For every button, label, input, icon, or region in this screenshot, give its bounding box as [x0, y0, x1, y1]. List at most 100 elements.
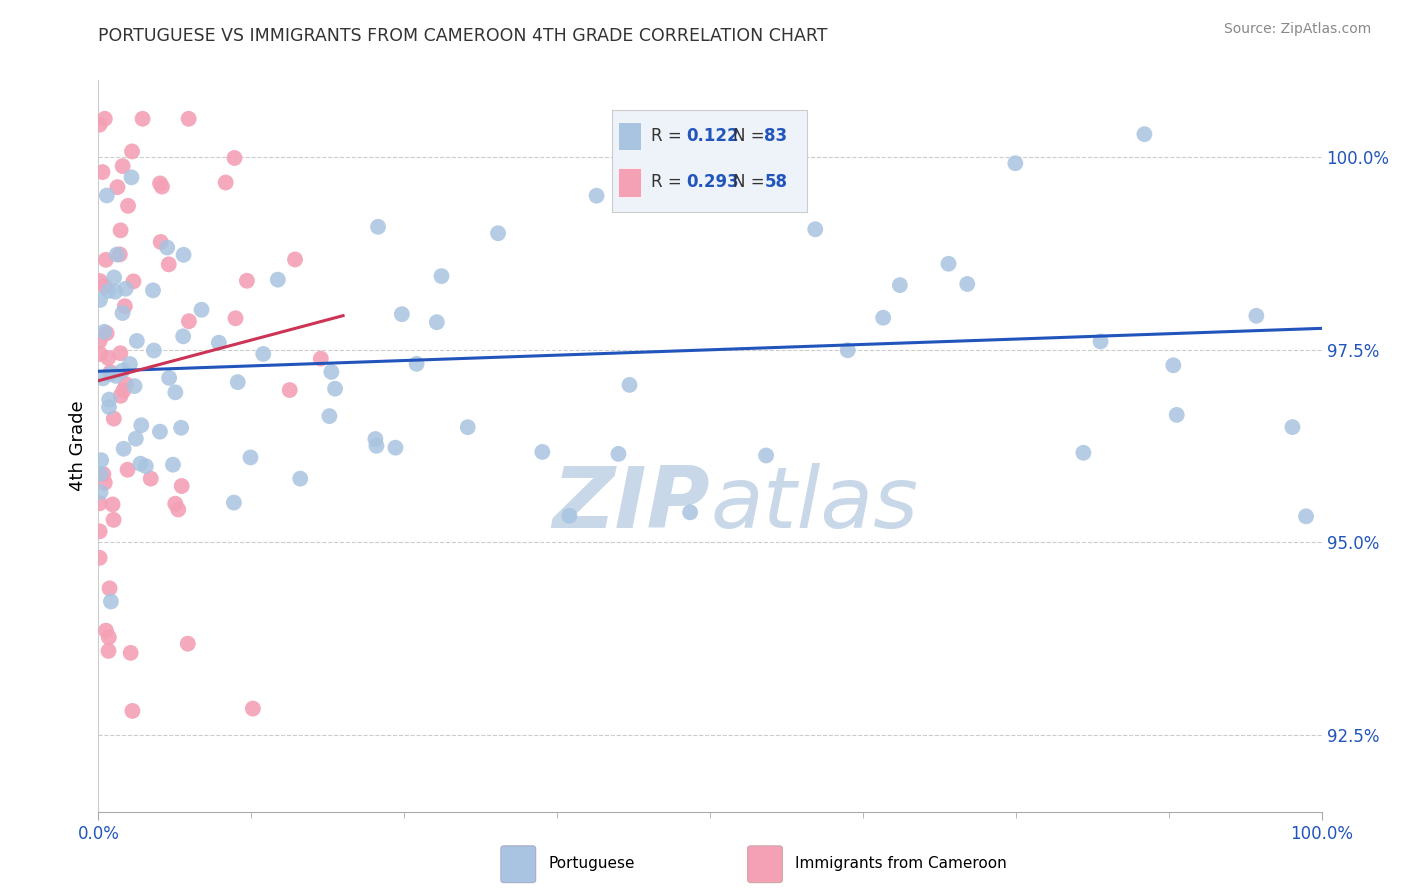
Point — [125, 334, 148, 348]
Bar — [619, 122, 641, 151]
Point — [889, 278, 911, 293]
Point — [242, 701, 264, 715]
Point — [759, 193, 782, 207]
Point — [226, 375, 249, 389]
Point — [290, 472, 312, 486]
Point — [167, 502, 190, 516]
Point — [97, 630, 120, 644]
Point — [149, 177, 172, 191]
Point — [129, 418, 152, 433]
Point — [98, 400, 121, 414]
Point — [112, 384, 135, 398]
Point — [284, 252, 307, 267]
Point — [93, 325, 115, 339]
Point — [124, 379, 146, 393]
Point — [1281, 420, 1303, 434]
Point — [457, 420, 479, 434]
Point — [367, 219, 389, 234]
Point — [149, 425, 172, 439]
Point — [177, 637, 200, 651]
Point — [105, 247, 128, 261]
Point — [97, 351, 120, 365]
Point — [172, 329, 194, 343]
Point — [100, 368, 122, 382]
Point — [94, 112, 117, 126]
Point — [118, 357, 141, 371]
Point — [215, 176, 238, 190]
Point — [267, 272, 290, 286]
Point — [90, 485, 112, 500]
Point — [103, 270, 125, 285]
Point — [97, 644, 120, 658]
Point — [170, 421, 193, 435]
Point — [679, 505, 702, 519]
Point — [558, 508, 581, 523]
Text: Source: ZipAtlas.com: Source: ZipAtlas.com — [1223, 22, 1371, 37]
Point — [252, 347, 274, 361]
Point — [100, 365, 122, 379]
Point — [309, 351, 332, 366]
Text: 0.122: 0.122 — [686, 128, 740, 145]
Point — [142, 343, 165, 358]
Point — [107, 180, 129, 194]
Point — [115, 377, 138, 392]
Point — [956, 277, 979, 291]
Point — [1133, 127, 1156, 141]
Point — [120, 646, 142, 660]
Point — [117, 199, 139, 213]
Point — [607, 447, 630, 461]
Point — [804, 222, 827, 236]
Text: Immigrants from Cameroon: Immigrants from Cameroon — [796, 855, 1007, 871]
Point — [616, 132, 638, 146]
Point — [1295, 509, 1317, 524]
Point — [222, 495, 245, 509]
Point — [103, 513, 125, 527]
FancyBboxPatch shape — [501, 846, 536, 883]
Point — [426, 315, 449, 329]
Point — [98, 392, 121, 407]
Text: 0.293: 0.293 — [686, 173, 740, 191]
Point — [1246, 309, 1268, 323]
Point — [121, 170, 143, 185]
Point — [94, 279, 117, 293]
Point — [486, 226, 509, 240]
Point — [100, 594, 122, 608]
Point — [239, 450, 262, 465]
Point — [131, 112, 153, 126]
Text: Portuguese: Portuguese — [548, 855, 636, 871]
Point — [1090, 334, 1112, 349]
Point — [139, 472, 162, 486]
Point — [837, 343, 859, 358]
Point — [89, 334, 111, 348]
Point — [165, 385, 187, 400]
Point — [157, 257, 180, 271]
Point — [190, 302, 212, 317]
Point — [91, 371, 114, 385]
Point — [94, 475, 117, 490]
Point — [117, 463, 139, 477]
Point — [1166, 408, 1188, 422]
Point — [156, 241, 179, 255]
Point — [177, 314, 200, 328]
Point — [619, 377, 641, 392]
Point — [94, 252, 117, 267]
Point — [157, 371, 180, 385]
FancyBboxPatch shape — [748, 846, 783, 883]
Point — [101, 498, 124, 512]
Point — [321, 365, 343, 379]
Point — [430, 269, 453, 284]
Point — [531, 445, 554, 459]
Text: 58: 58 — [765, 173, 787, 191]
Point — [225, 311, 247, 326]
Point — [111, 159, 134, 173]
Point — [104, 368, 127, 383]
Text: R =: R = — [651, 173, 682, 191]
Point — [391, 307, 413, 321]
Point — [89, 293, 111, 307]
Point — [173, 248, 195, 262]
Point — [129, 457, 152, 471]
Point — [165, 497, 187, 511]
Text: PORTUGUESE VS IMMIGRANTS FROM CAMEROON 4TH GRADE CORRELATION CHART: PORTUGUESE VS IMMIGRANTS FROM CAMEROON 4… — [98, 27, 828, 45]
Text: N =: N = — [733, 173, 765, 191]
Point — [111, 306, 134, 320]
